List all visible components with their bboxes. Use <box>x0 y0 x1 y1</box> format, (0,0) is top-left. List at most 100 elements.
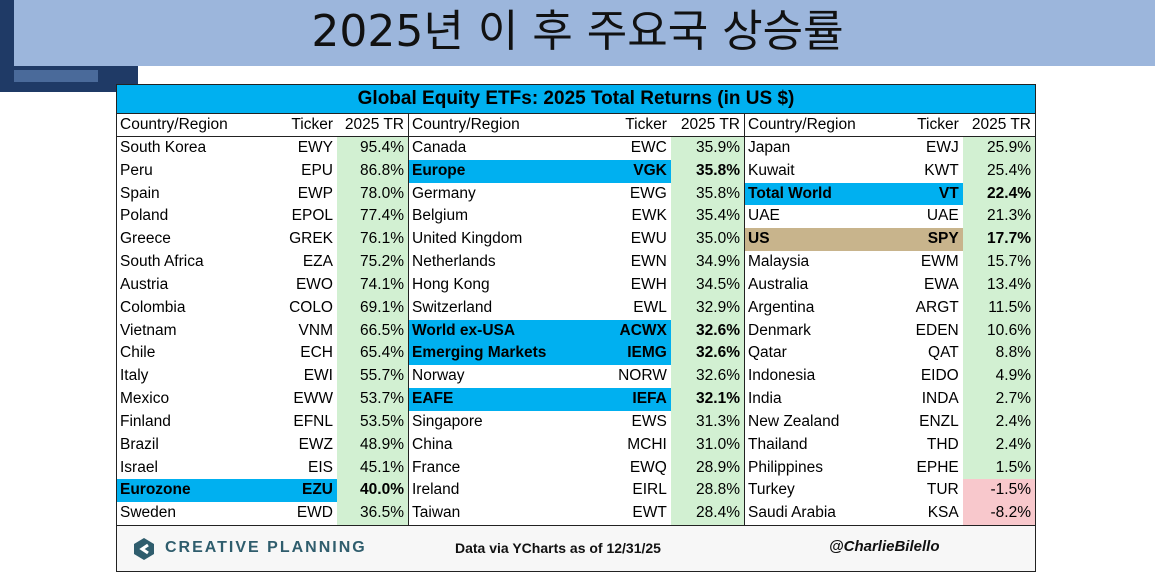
country-cell: UAE <box>748 207 780 225</box>
header-country: Country/Region <box>748 116 856 133</box>
table-row: United Kingdom EWU 35.0% <box>409 228 744 252</box>
return-cell: 35.8% <box>670 182 744 206</box>
ticker-cell: KWT <box>924 161 959 179</box>
title-banner <box>0 0 1155 66</box>
return-cell: 13.4% <box>962 273 1035 297</box>
return-cell: 28.9% <box>670 456 744 480</box>
country-cell: Singapore <box>412 412 483 430</box>
table-row: Spain EWP 78.0% <box>117 182 408 206</box>
country-cell: Brazil <box>120 435 159 453</box>
country-cell: India <box>748 390 782 408</box>
banner-accent-inner <box>14 70 98 82</box>
return-cell: 10.6% <box>962 319 1035 343</box>
return-cell: 25.9% <box>962 137 1035 160</box>
return-cell: 74.1% <box>337 273 408 297</box>
banner-accent-bar <box>0 0 14 92</box>
return-cell: 25.4% <box>962 159 1035 183</box>
ticker-cell: IEFA <box>604 388 671 411</box>
return-cell: 32.9% <box>670 296 744 320</box>
header-tr: 2025 TR <box>344 116 404 133</box>
return-cell: 11.5% <box>962 296 1035 320</box>
country-cell: World ex-USA <box>409 319 605 343</box>
country-cell: Finland <box>120 412 171 430</box>
return-cell: 22.4% <box>962 182 1035 206</box>
country-cell: Saudi Arabia <box>748 504 836 522</box>
country-cell: Canada <box>412 139 467 156</box>
return-cell: 45.1% <box>337 456 408 480</box>
table-row: Peru EPU 86.8% <box>117 159 408 183</box>
table-row: Emerging Markets IEMG 32.6% <box>409 342 744 366</box>
return-cell: 2.4% <box>962 410 1035 434</box>
return-cell: 35.9% <box>670 137 744 160</box>
table-row: US SPY 17.7% <box>745 228 1035 252</box>
header-row: Country/Region Ticker 2025 TR <box>117 114 408 137</box>
table-row: Norway NORW 32.6% <box>409 365 744 389</box>
table-row: Australia EWA 13.4% <box>745 273 1035 297</box>
table-column-group-2: Country/Region Ticker 2025 TR Canada EWC 3… <box>409 114 745 526</box>
country-cell: France <box>412 458 461 476</box>
table-row: Saudi Arabia KSA -8.2% <box>745 502 1035 526</box>
country-cell: Kuwait <box>748 161 795 179</box>
table-title: Global Equity ETFs: 2025 Total Returns (… <box>117 85 1035 114</box>
table-row: Indonesia EIDO 4.9% <box>745 365 1035 389</box>
country-cell: Qatar <box>748 344 787 362</box>
ticker-cell: EWQ <box>629 458 667 476</box>
country-cell: Ireland <box>412 481 460 499</box>
ticker-cell: MCHI <box>627 435 667 453</box>
country-cell: Israel <box>120 458 158 476</box>
return-cell: 34.5% <box>670 273 744 297</box>
table-row: UAE UAE 21.3% <box>745 205 1035 229</box>
table-row: Eurozone EZU 40.0% <box>117 479 408 503</box>
ticker-cell: UAE <box>926 207 959 225</box>
ticker-cell: EDEN <box>915 321 959 339</box>
creative-planning-logo-icon <box>134 538 154 560</box>
country-cell: Denmark <box>748 321 811 339</box>
ticker-cell: EPOL <box>291 207 333 225</box>
country-cell: Vietnam <box>120 321 177 339</box>
ticker-cell: EWI <box>303 367 333 385</box>
author-handle: @CharlieBilello <box>829 538 940 555</box>
table-row: Taiwan EWT 28.4% <box>409 502 744 526</box>
table-row: South Africa EZA 75.2% <box>117 251 408 274</box>
country-cell: Taiwan <box>412 504 461 522</box>
table-row: China MCHI 31.0% <box>409 433 744 457</box>
table-row: World ex-USA ACWX 32.6% <box>409 319 744 343</box>
return-cell: 95.4% <box>337 137 408 160</box>
table-row: Brazil EWZ 48.9% <box>117 433 408 457</box>
returns-table: Global Equity ETFs: 2025 Total Returns (… <box>116 84 1036 572</box>
return-cell: 31.0% <box>670 433 744 457</box>
country-cell: New Zealand <box>748 412 840 430</box>
table-row: Malaysia EWM 15.7% <box>745 251 1035 274</box>
table-row: India INDA 2.7% <box>745 388 1035 411</box>
table-row: Total World VT 22.4% <box>745 182 1035 206</box>
country-cell: Peru <box>120 161 153 179</box>
country-cell: South Korea <box>120 139 207 156</box>
return-cell: 66.5% <box>337 319 408 343</box>
country-cell: Mexico <box>120 390 170 408</box>
ticker-cell: EZA <box>302 253 333 271</box>
return-cell: 15.7% <box>962 251 1035 274</box>
return-cell: 32.1% <box>670 388 744 411</box>
table-column-group-1: Country/Region Ticker 2025 TR South Kore… <box>117 114 409 526</box>
page-title: 2025년 이 후 주요국 상승률 <box>311 6 844 57</box>
ticker-cell: EWG <box>629 184 667 202</box>
table-row: Ireland EIRL 28.8% <box>409 479 744 503</box>
table-row: Greece GREK 76.1% <box>117 228 408 252</box>
return-cell: 28.8% <box>670 479 744 503</box>
country-cell: Norway <box>412 367 465 385</box>
brand-name: CREATIVE PLANNING <box>165 539 367 556</box>
table-row: Chile ECH 65.4% <box>117 342 408 366</box>
table-grid: Country/Region Ticker 2025 TR South Kore… <box>117 114 1035 526</box>
ticker-cell: EZU <box>275 479 337 503</box>
country-cell: Total World <box>745 182 902 206</box>
table-row: Mexico EWW 53.7% <box>117 388 408 411</box>
return-cell: -8.2% <box>962 502 1035 526</box>
return-cell: -1.5% <box>962 479 1035 503</box>
country-cell: EAFE <box>409 388 605 411</box>
header-country: Country/Region <box>412 116 520 133</box>
country-cell: Argentina <box>748 298 815 316</box>
table-row: Europe VGK 35.8% <box>409 159 744 183</box>
return-cell: 76.1% <box>337 228 408 252</box>
country-cell: China <box>412 435 453 453</box>
country-cell: Switzerland <box>412 298 493 316</box>
